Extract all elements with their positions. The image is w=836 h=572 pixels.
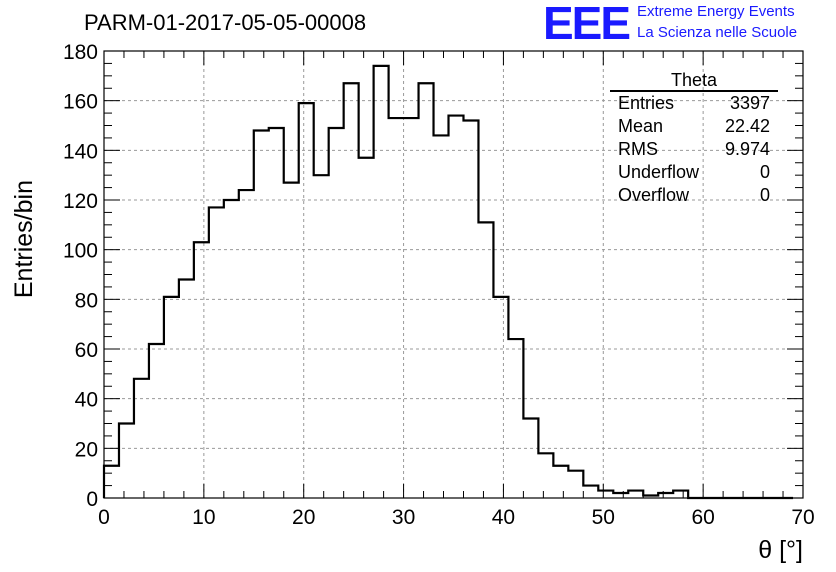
y-axis-label: Entries/bin: [10, 180, 38, 298]
stats-label: Entries: [618, 93, 675, 113]
histogram-bin: [164, 297, 179, 498]
histogram-bin: [194, 242, 209, 498]
stats-row: Entries 3397: [610, 92, 778, 115]
stats-label: Underflow: [618, 162, 700, 182]
x-tick-label: 20: [292, 506, 315, 529]
y-tick-label: 80: [75, 289, 98, 312]
histogram-bin: [344, 83, 359, 498]
histogram-bin: [523, 419, 538, 498]
stats-label: Overflow: [618, 185, 690, 205]
eee-logo: EEE: [543, 0, 631, 49]
histogram-bin: [179, 279, 194, 498]
stats-value: 22.42: [724, 116, 770, 136]
y-tick-label: 140: [63, 140, 98, 163]
histogram-bin: [269, 128, 284, 498]
stats-row: Overflow 0: [610, 184, 778, 207]
histogram-bin: [493, 297, 508, 498]
grid-lines: [104, 51, 803, 498]
stats-row: RMS 9.974: [610, 138, 778, 161]
histogram-bin: [508, 339, 523, 498]
histogram-bin: [538, 453, 553, 498]
stats-title: Theta: [610, 70, 778, 92]
stats-row: Mean 22.42: [610, 115, 778, 138]
y-tick-label: 0: [86, 488, 98, 511]
y-tick-label: 100: [63, 240, 98, 263]
x-tick-label: 30: [392, 506, 415, 529]
histogram-bin: [673, 491, 688, 498]
stats-box: Theta Entries 3397 Mean 22.42 RMS 9.974 Und…: [610, 70, 778, 207]
histogram-bin: [239, 190, 254, 498]
histogram-bin: [404, 118, 419, 498]
x-axis-label: θ [°]: [758, 536, 803, 564]
histogram-bin: [583, 486, 598, 498]
histogram-bin: [419, 83, 434, 498]
logo-caption-line2: La Scienza nelle Scuole: [637, 24, 798, 41]
stats-label: RMS: [618, 139, 658, 159]
y-tick-label: 60: [75, 339, 98, 362]
histogram-bin: [568, 471, 583, 498]
histogram-bin: [553, 466, 568, 498]
histogram-outline: [102, 64, 794, 500]
histogram-bin: [463, 121, 478, 498]
histogram-bin: [134, 379, 149, 498]
histogram-bin: [449, 116, 464, 498]
histogram-bin: [119, 424, 134, 499]
logo-caption-line1: Extreme Energy Events: [637, 3, 795, 20]
histogram-bin: [434, 135, 449, 498]
x-tick-label: 40: [492, 506, 515, 529]
histogram-bin: [374, 66, 389, 498]
histogram-bin: [389, 118, 404, 498]
histogram-bin: [209, 207, 224, 498]
x-tick-label: 10: [192, 506, 215, 529]
histogram-bin: [359, 158, 374, 498]
histogram-bin: [284, 183, 299, 498]
histogram-bin: [149, 344, 164, 498]
y-tick-label: 20: [75, 438, 98, 461]
y-tick-label: 40: [75, 389, 98, 412]
histogram-bin: [314, 175, 329, 498]
stats-value: 0: [759, 162, 770, 182]
stats-value: 0: [759, 185, 770, 205]
histogram-bin: [478, 222, 493, 498]
x-tick-label: 0: [98, 506, 110, 529]
histogram-bin: [224, 200, 239, 498]
axes: [103, 50, 804, 499]
x-tick-label: 60: [691, 506, 714, 529]
histogram-bin: [598, 491, 613, 498]
tick-labels: 0 10 20 30 40 50 60 70 0 20 40 60 80 100 120 140 160 180: [63, 41, 815, 529]
histogram-series: [102, 64, 794, 500]
histogram-bin: [254, 130, 269, 498]
y-tick-label: 120: [63, 190, 98, 213]
x-tick-label: 50: [592, 506, 615, 529]
y-tick-label: 160: [63, 91, 98, 114]
histogram-bin: [329, 128, 344, 498]
stats-row: Underflow 0: [610, 161, 778, 184]
x-tick-label: 70: [791, 506, 814, 529]
y-tick-label: 180: [63, 41, 98, 64]
stats-value: 9.974: [724, 139, 770, 159]
histogram-bin: [628, 491, 643, 498]
stats-value: 3397: [729, 93, 770, 113]
histogram-bin: [299, 103, 314, 498]
histogram-bin: [104, 466, 119, 498]
stats-label: Mean: [618, 116, 664, 136]
chart-title: PARM-01-2017-05-05-00008: [84, 10, 367, 35]
